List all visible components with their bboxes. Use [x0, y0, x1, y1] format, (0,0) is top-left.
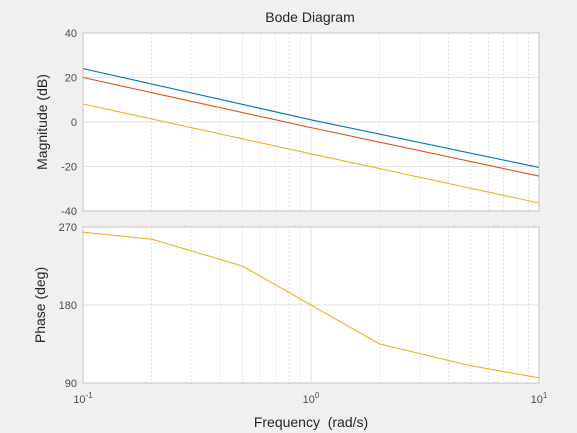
phase-y-label: Phase (deg) [32, 267, 48, 343]
magnitude-y-tick-label: 20 [65, 73, 77, 85]
phase-y-tick-labels: 270 180 90 [59, 222, 77, 390]
x-tick-label: 10-1 [73, 391, 93, 406]
magnitude-series [82, 68, 540, 204]
phase-series [82, 231, 540, 379]
magnitude-y-tick-label: 40 [65, 28, 77, 40]
magnitude-series-line [82, 76, 540, 177]
phase-series-line [82, 231, 540, 379]
magnitude-y-tick-label: 0 [71, 117, 77, 129]
x-tick-labels: 10-1 100 101 [73, 391, 548, 406]
x-tick-label: 100 [303, 391, 320, 406]
x-axis-label: Frequency (rad/s) [254, 414, 368, 430]
magnitude-y-tick-labels: 40 20 0 -20 -40 [61, 28, 77, 218]
x-tick-label: 101 [531, 391, 548, 406]
phase-axes: 270 180 90 Phase (deg) [32, 222, 540, 390]
magnitude-y-label: Magnitude (dB) [34, 74, 50, 170]
magnitude-grid [82, 32, 540, 212]
magnitude-axes: 40 20 0 -20 -40 Magnitude (dB) [34, 28, 540, 218]
magnitude-series-line [82, 68, 540, 168]
phase-y-tick-label: 180 [59, 300, 77, 312]
magnitude-series-line [82, 103, 540, 204]
phase-y-tick-label: 90 [65, 378, 77, 390]
magnitude-y-tick-label: -20 [61, 162, 77, 174]
magnitude-y-tick-label: -40 [61, 206, 77, 218]
phase-y-tick-label: 270 [59, 222, 77, 234]
chart-title: Bode Diagram [265, 9, 355, 25]
